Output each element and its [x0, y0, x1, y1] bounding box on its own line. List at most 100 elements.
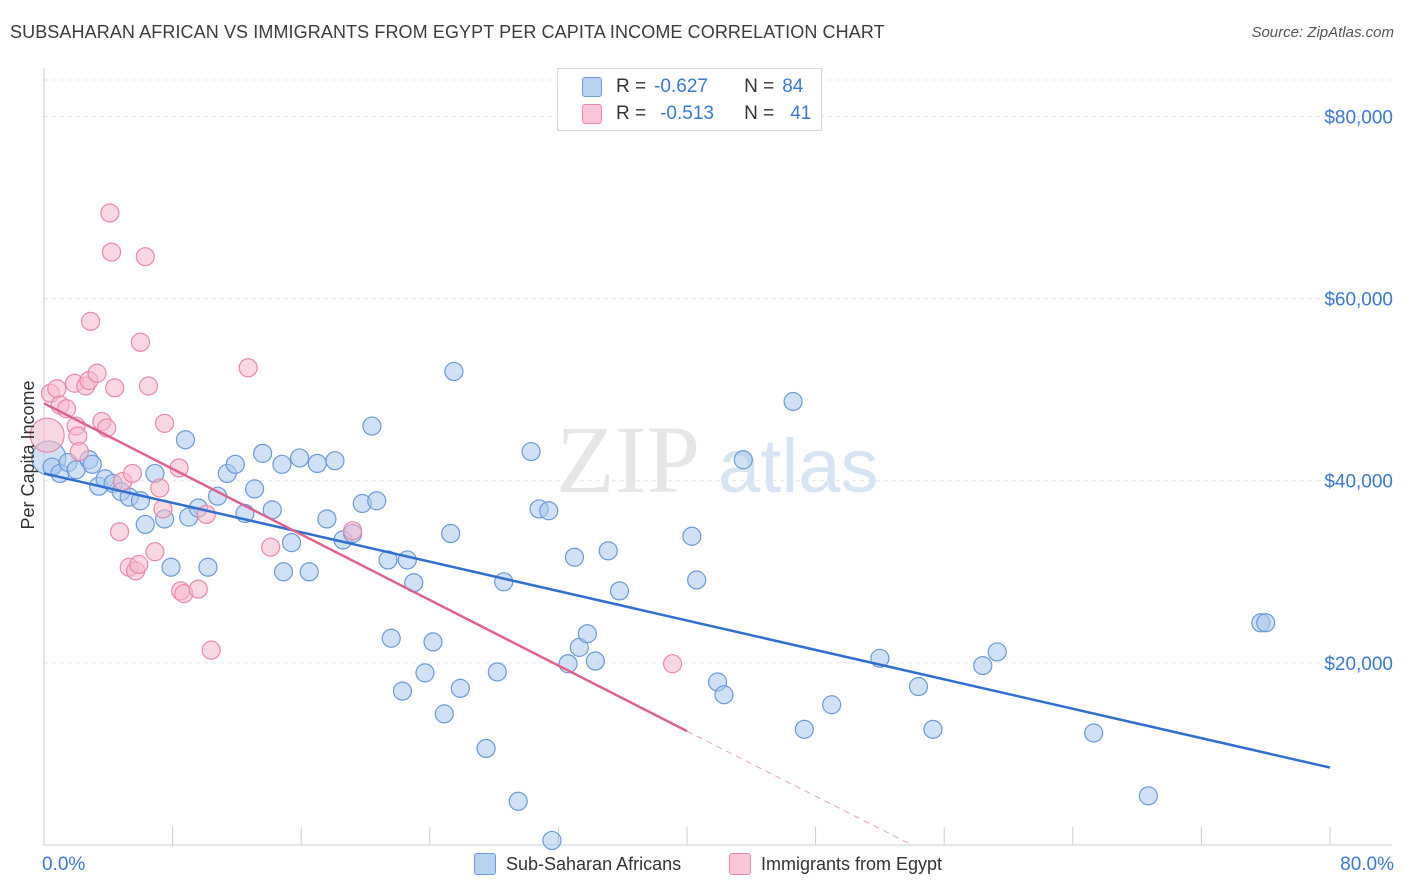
data-point-sub-saharan: [273, 562, 294, 582]
data-point-sub-saharan: [135, 514, 155, 535]
legend-n-value: 41: [790, 103, 812, 124]
legend-r-value: -0.513: [660, 103, 714, 124]
data-point-egypt: [47, 379, 67, 399]
y-tick-label: $40,000: [1324, 472, 1393, 493]
data-point-sub-saharan: [542, 830, 562, 851]
data-point-sub-saharan: [794, 719, 814, 739]
legend-swatch-blue: [582, 77, 602, 97]
correlation-legend: R = -0.627 N = 84 R = -0.513 N = 41: [557, 68, 822, 131]
trendline-egypt: [43, 402, 688, 733]
data-point-sub-saharan: [521, 441, 541, 462]
data-point-sub-saharan: [317, 509, 337, 529]
data-point-sub-saharan: [244, 479, 265, 499]
data-point-sub-saharan: [539, 501, 559, 521]
data-point-sub-saharan: [367, 491, 387, 511]
data-point-sub-saharan: [822, 695, 842, 715]
legend-row-sub-saharan: R = -0.627 N = 84: [582, 75, 803, 99]
data-point-egypt: [188, 579, 208, 599]
data-point-egypt: [87, 363, 107, 383]
data-point-sub-saharan: [444, 361, 464, 382]
data-point-egypt: [29, 417, 65, 453]
trendline-egypt-extension: [686, 730, 913, 846]
legend-label-sub-saharan: Sub-Saharan Africans: [506, 853, 682, 874]
data-point-sub-saharan: [508, 791, 528, 811]
data-point-sub-saharan: [198, 557, 218, 577]
data-point-sub-saharan: [908, 676, 929, 697]
data-point-sub-saharan: [415, 663, 435, 683]
data-point-sub-saharan: [434, 704, 454, 724]
legend-r-label: R =: [616, 103, 647, 124]
data-point-sub-saharan: [82, 454, 102, 474]
data-point-egypt: [101, 242, 122, 262]
data-point-sub-saharan: [441, 523, 461, 544]
data-point-sub-saharan: [783, 391, 803, 412]
trendline-sub-saharan: [43, 472, 1331, 769]
chart-title: SUBSAHARAN AFRICAN VS IMMIGRANTS FROM EG…: [10, 22, 885, 42]
data-point-sub-saharan: [609, 581, 630, 601]
data-point-sub-saharan: [577, 624, 597, 644]
data-point-sub-saharan: [253, 443, 273, 463]
data-point-sub-saharan: [272, 454, 292, 474]
data-point-egypt: [129, 554, 149, 575]
y-tick-label: $80,000: [1324, 107, 1393, 128]
data-point-sub-saharan: [397, 550, 417, 570]
data-point-sub-saharan: [299, 562, 319, 582]
data-point-egypt: [122, 463, 143, 484]
data-point-egypt: [138, 376, 159, 396]
data-point-egypt: [238, 358, 258, 378]
data-point-sub-saharan: [987, 642, 1007, 662]
data-point-egypt: [261, 537, 281, 557]
watermark: ZIP atlas: [556, 406, 879, 513]
data-point-sub-saharan: [585, 651, 605, 671]
x-tick-label: 80.0%: [1340, 854, 1394, 875]
data-point-egypt: [154, 413, 175, 433]
legend-n-label: N =: [744, 76, 775, 97]
data-point-egypt: [105, 378, 125, 398]
data-point-sub-saharan: [1084, 723, 1104, 743]
legend-swatch-pink: [582, 104, 602, 124]
chart-source: Source: ZipAtlas.com: [1251, 24, 1394, 41]
x-tick-label: 0.0%: [42, 854, 85, 875]
data-point-egypt: [662, 654, 683, 674]
tick-labels: $20,000 $40,000 $60,000 $80,000 0.0% 80.0%: [42, 107, 1394, 875]
data-point-egypt: [145, 542, 165, 562]
legend-n-value: 84: [782, 76, 804, 97]
data-point-sub-saharan: [1256, 613, 1276, 633]
data-point-egypt: [150, 478, 170, 498]
data-point-sub-saharan: [682, 526, 702, 546]
legend-label-egypt: Immigrants from Egypt: [761, 853, 943, 874]
data-point-egypt: [130, 332, 151, 352]
data-point-sub-saharan: [362, 416, 382, 436]
data-point-sub-saharan: [225, 454, 245, 474]
data-point-sub-saharan: [307, 453, 327, 474]
data-point-sub-saharan: [423, 632, 443, 652]
data-point-sub-saharan: [973, 655, 993, 676]
data-point-sub-saharan: [281, 533, 302, 553]
data-point-sub-saharan: [494, 572, 514, 592]
legend-row-egypt: R = -0.513 N = 41: [582, 102, 811, 126]
data-point-sub-saharan: [733, 450, 753, 470]
legend-swatch-blue: [474, 853, 496, 875]
data-point-egypt: [100, 203, 120, 223]
data-point-sub-saharan: [476, 738, 496, 759]
data-point-egypt: [81, 311, 101, 331]
data-point-sub-saharan: [450, 678, 470, 698]
legend-n-label: N =: [744, 103, 775, 124]
data-point-sub-saharan: [1138, 786, 1158, 806]
y-axis-label: Per Capita Income: [18, 380, 38, 529]
data-point-sub-saharan: [487, 662, 507, 682]
legend-item-egypt: Immigrants from Egypt: [729, 851, 942, 877]
data-point-egypt: [109, 522, 130, 542]
data-point-egypt: [69, 441, 89, 462]
data-point-sub-saharan: [381, 628, 401, 648]
data-point-sub-saharan: [175, 430, 196, 450]
data-point-sub-saharan: [161, 557, 181, 577]
y-tick-label: $20,000: [1324, 654, 1393, 675]
legend-r-value: -0.627: [654, 76, 708, 97]
watermark-zip: ZIP: [556, 406, 700, 513]
data-point-egypt: [343, 521, 363, 541]
legend-item-sub-saharan: Sub-Saharan Africans: [474, 851, 681, 877]
data-point-sub-saharan: [392, 681, 413, 701]
data-point-sub-saharan: [687, 570, 707, 590]
